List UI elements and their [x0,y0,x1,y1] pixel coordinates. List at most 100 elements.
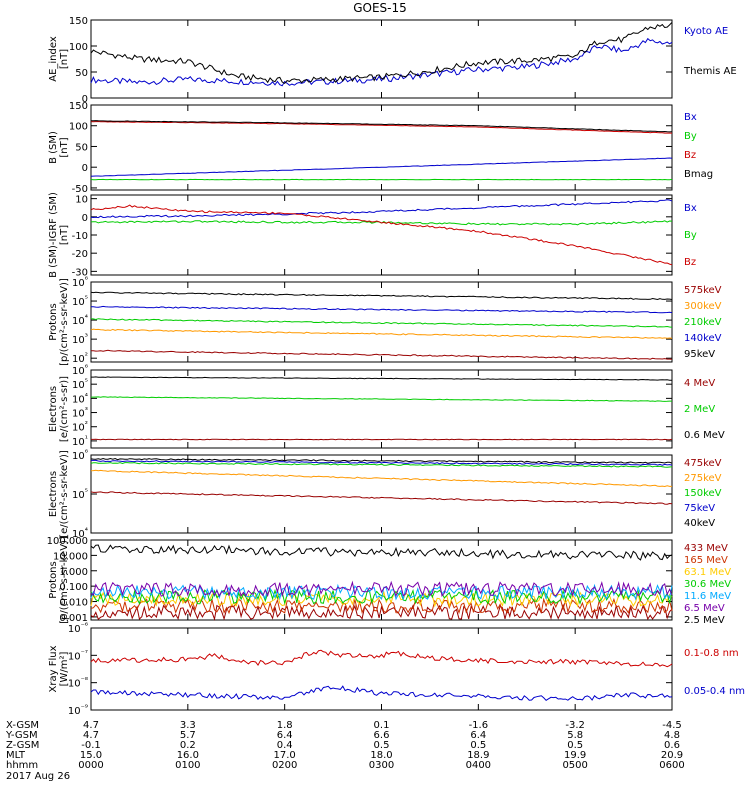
legend-label: 2.5 MeV [684,615,725,626]
y-tick-label: 10⁴ [72,526,88,540]
series-line-275kev [90,469,672,488]
series-line-0-6-mev [91,376,672,381]
time-axis-value: 4.8 [664,730,680,741]
time-axis-value: 0.5 [374,740,390,751]
legend-label: 0.1-0.8 nm [684,648,739,659]
panel-frame [90,104,673,191]
panel-frame [90,369,673,449]
y-axis-label-line: [nT] [59,137,70,157]
legend-label: By [684,230,697,241]
time-axis-row-label: hhmm [6,760,38,771]
y-tick-label: -10 [72,231,88,242]
y-axis-label-line: AE_index [48,36,59,82]
time-axis-value: 1.8 [277,720,293,731]
series-line-75kev [91,459,673,466]
time-axis-value: 0500 [562,760,587,771]
legend-label: 63.1 MeV [684,567,731,578]
y-tick-label: 10 [75,195,88,206]
y-tick-label: 10⁵ [72,487,88,501]
y-axis-label-line: Electrons [48,386,59,432]
series-line-2-5-mev [90,544,673,561]
time-axis-value: 17.0 [274,750,296,761]
y-tick-label: 10⁶ [72,448,88,462]
y-tick-label: 10⁻⁶ [68,621,88,635]
series-line-2-mev [91,396,672,402]
plot-title: GOES-15 [353,1,407,15]
series-line-475kev [90,491,673,505]
y-tick-label: 10.000 [53,551,88,562]
panel-frame [90,627,673,711]
time-axis-row-label: X-GSM [6,720,39,731]
plot-date: 2017 Aug 26 [6,771,70,782]
y-tick-label: 0 [82,213,88,224]
y-tick-label: 10³ [72,406,88,420]
y-axis-label: B (SM) [nT] [48,131,70,164]
y-tick-label: 100.000 [47,536,88,547]
series-line-210kev [90,318,673,328]
y-tick-label: 150 [69,16,88,27]
legend-label: Bx [684,203,697,214]
y-tick-label: 50 [75,142,88,153]
time-axis-value: 6.4 [470,730,486,741]
y-axis-label-line: B (SM) [48,131,59,164]
time-axis-value: 6.6 [374,730,390,741]
y-tick-label: 10⁵ [72,377,88,391]
series-line-kyoto-ae [90,37,673,87]
legend-label: 433 MeV [684,543,728,554]
y-axis-label-line: [nT] [59,225,70,245]
y-tick-label: 150 [69,101,88,112]
y-tick-label: 0 [82,94,88,105]
y-tick-label: 10⁻⁹ [68,703,88,717]
legend-label: By [684,131,697,142]
y-tick-label: 100 [69,122,88,133]
y-axis-label: Electrons [e/(cm²-s-sr-keV)] [48,450,70,538]
time-axis-value: 4.7 [83,730,99,741]
series-line-themis-ae [90,21,673,85]
series-line-0-05-0-4-nm [90,685,673,701]
y-axis-label: Xray Flux [W/m²] [48,645,70,692]
y-axis-label: Protons [p/(cm²-s-sr-keV)] [48,278,70,366]
legend-label: 30.6 MeV [684,579,731,590]
panel-protons-high: 100.00010.0001.0000.1000.0100.001Protons… [47,536,732,626]
legend-label: 40keV [684,518,715,529]
legend-label: 150keV [684,488,722,499]
time-axis-row-label: MLT [6,750,26,761]
y-tick-label: 10² [72,420,88,434]
y-tick-label: 10⁶ [72,275,88,289]
time-axis-value: 0.1 [374,720,390,731]
series-line-95kev [90,291,673,301]
legend-label: 475keV [684,458,722,469]
time-axis-value: 5.7 [180,730,196,741]
legend-label: 210keV [684,317,722,328]
legend-label: Bx [684,112,697,123]
series-line-165-mev [90,597,673,615]
y-axis-label: Electrons [e/(cm²-s-sr)] [48,376,70,442]
series-line-575kev [91,349,673,360]
y-axis-label: B (SM)-IGRF (SM) [nT] [48,192,70,278]
panel-bsm: 150 100 50 0 -50 B (SM) [nT] Bx By Bz Bmag [48,101,713,195]
legend-label: Bmag [684,169,713,180]
time-axis-value: 4.7 [83,720,99,731]
legend-label: Bz [684,150,696,161]
time-axis-value: 0.4 [277,740,293,751]
series-line-bx [90,157,673,177]
time-axis-value: 19.9 [564,750,586,761]
time-axis-value: 18.9 [467,750,489,761]
y-axis-label-line: B (SM)-IGRF (SM) [48,192,59,278]
y-tick-label: -20 [72,249,88,260]
legend-label: 95keV [684,349,715,360]
y-tick-label: 0.100 [59,582,88,593]
y-tick-label: 10⁴ [72,313,88,327]
y-tick-label: 0 [82,163,88,174]
series-line-bz [90,120,672,134]
time-axis-value: 0300 [369,760,394,771]
legend-label: 0.6 MeV [684,430,725,441]
series-line-4-mev [91,438,673,441]
y-axis-label-line: Electrons [48,471,59,517]
time-axis-value: 0.6 [664,740,680,751]
time-axis-value: 5.8 [567,730,583,741]
